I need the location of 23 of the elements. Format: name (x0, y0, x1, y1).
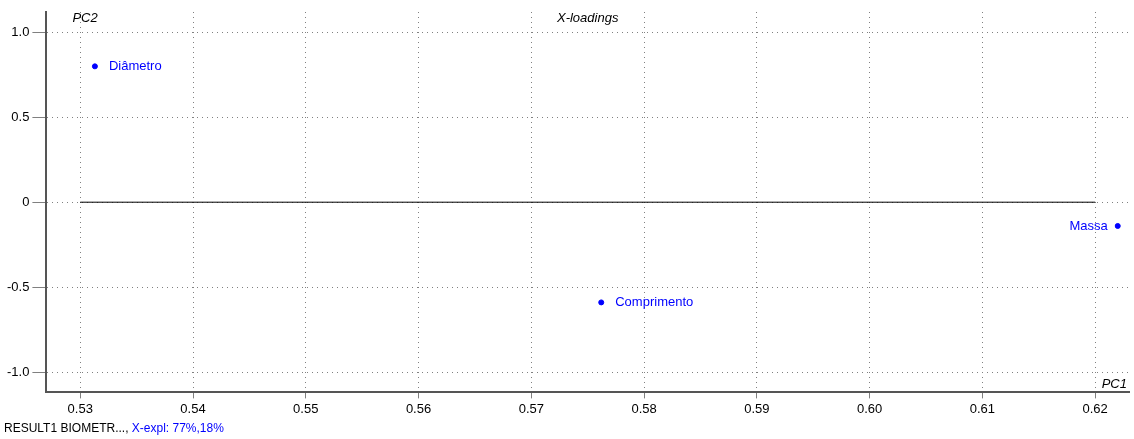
x-tick-label: 0.55 (293, 400, 319, 416)
y-tick-label: 0 (22, 193, 30, 209)
y-tick-label: 0.5 (11, 108, 30, 124)
x-tick-label: 0.62 (1082, 400, 1108, 416)
text: Massa (1069, 217, 1109, 233)
chart-title: X-loadings (555, 9, 619, 25)
x-tick-label: 0.53 (67, 400, 93, 416)
x-tick-label: 0.54 (180, 400, 206, 416)
x-tick-label: 0.58 (631, 400, 657, 416)
text: Comprimento (615, 293, 694, 309)
text: RESULT1 BIOMETR..., (4, 421, 129, 435)
y-axis-title: PC2 (72, 9, 99, 25)
text: X-expl: 77%,18% (130, 421, 224, 435)
x-tick-label: 0.60 (856, 400, 883, 416)
x-axis-title: PC1 (1101, 375, 1127, 391)
x-tick-label: 0.59 (744, 400, 770, 416)
y-tick-label: -0.5 (6, 278, 30, 294)
text: Diâmetro (108, 57, 162, 73)
x-tick-label: 0.57 (518, 400, 544, 416)
x-tick-label: 0.61 (969, 400, 996, 416)
x-tick-label: 0.56 (405, 400, 432, 416)
y-tick-label: 1.0 (11, 23, 30, 39)
y-tick-label: -1.0 (6, 363, 30, 379)
